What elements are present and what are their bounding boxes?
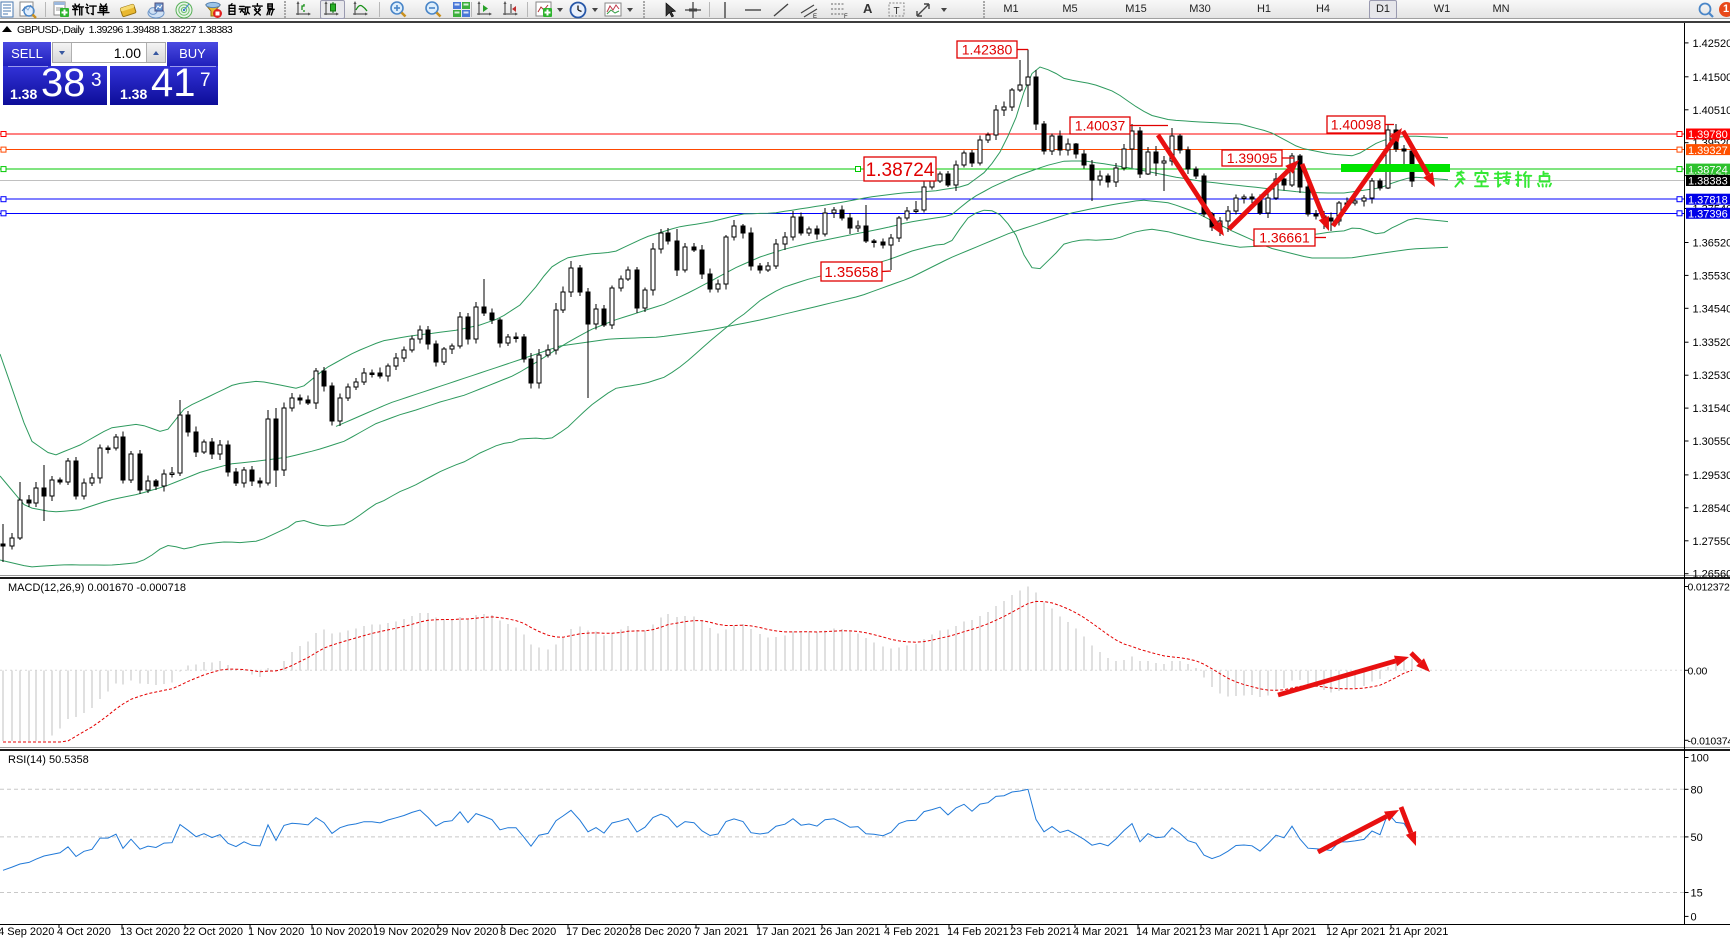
svg-text:1.35658: 1.35658 [824,264,878,281]
svg-text:T: T [894,6,900,17]
svg-text:1.39327: 1.39327 [1688,145,1728,157]
svg-text:1.38724: 1.38724 [866,160,935,181]
svg-text:GBPUSD-,Daily 1.39296 1.39488: GBPUSD-,Daily 1.39296 1.39488 1.38227 1.… [17,24,233,36]
svg-text:1.39095: 1.39095 [1227,150,1278,166]
svg-text:23 Feb 2021: 23 Feb 2021 [1010,926,1072,938]
svg-text:8 Dec 2020: 8 Dec 2020 [500,926,556,938]
svg-text:28 Dec 2020: 28 Dec 2020 [629,926,691,938]
svg-text:1 Nov 2020: 1 Nov 2020 [248,926,304,938]
svg-text:1.33520: 1.33520 [1693,337,1730,349]
svg-text:13 Oct 2020: 13 Oct 2020 [120,926,180,938]
svg-text:17 Jan 2021: 17 Jan 2021 [756,926,817,938]
svg-text:1.37396: 1.37396 [1688,209,1728,221]
svg-text:1.29530: 1.29530 [1693,470,1730,482]
svg-text:0: 0 [1691,911,1697,923]
svg-text:80: 80 [1691,784,1703,796]
svg-text:1.35530: 1.35530 [1693,270,1730,282]
svg-text:-0.010374: -0.010374 [1688,735,1730,747]
svg-text:1.38383: 1.38383 [1688,176,1728,188]
svg-text:100: 100 [1691,753,1709,765]
svg-text:1.26560: 1.26560 [1693,569,1730,581]
svg-text:1.42380: 1.42380 [962,42,1013,58]
svg-text:1.34540: 1.34540 [1693,303,1730,315]
svg-text:1.40037: 1.40037 [1075,118,1126,134]
svg-text:4 Oct 2020: 4 Oct 2020 [57,926,111,938]
svg-text:17 Dec 2020: 17 Dec 2020 [566,926,628,938]
svg-text:24 Sep 2020: 24 Sep 2020 [0,926,54,938]
svg-text:1.36520: 1.36520 [1693,238,1730,250]
svg-text:1.38724: 1.38724 [1688,164,1728,176]
svg-text:0.012372: 0.012372 [1688,582,1730,594]
svg-text:1 Apr 2021: 1 Apr 2021 [1263,926,1316,938]
svg-text:23 Mar 2021: 23 Mar 2021 [1199,926,1261,938]
svg-text:10 Nov 2020: 10 Nov 2020 [310,926,372,938]
svg-text:E: E [813,14,817,19]
svg-text:19 Nov 2020: 19 Nov 2020 [373,926,435,938]
svg-text:29 Nov 2020: 29 Nov 2020 [436,926,498,938]
svg-text:1.30550: 1.30550 [1693,436,1730,448]
svg-text:RSI(14) 50.5358: RSI(14) 50.5358 [8,754,89,766]
svg-text:15: 15 [1691,888,1703,900]
svg-text:MACD(12,26,9) 0.001670 -0.0007: MACD(12,26,9) 0.001670 -0.000718 [8,582,186,594]
svg-text:1.36661: 1.36661 [1259,230,1310,246]
svg-text:1.37818: 1.37818 [1688,194,1728,206]
svg-text:F: F [844,14,848,19]
svg-text:1.40510: 1.40510 [1693,105,1730,117]
svg-text:1.42520: 1.42520 [1693,38,1730,50]
svg-text:12 Apr 2021: 12 Apr 2021 [1326,926,1385,938]
svg-text:1.28540: 1.28540 [1693,503,1730,515]
svg-text:4 Mar 2021: 4 Mar 2021 [1073,926,1129,938]
svg-text:1.41500: 1.41500 [1693,72,1730,84]
svg-text:14 Mar 2021: 14 Mar 2021 [1136,926,1198,938]
svg-text:4 Feb 2021: 4 Feb 2021 [884,926,940,938]
svg-text:22 Oct 2020: 22 Oct 2020 [183,926,243,938]
svg-text:1.39780: 1.39780 [1688,129,1728,141]
svg-text:7 Jan 2021: 7 Jan 2021 [694,926,748,938]
svg-text:1.40098: 1.40098 [1331,117,1382,133]
svg-text:21 Apr 2021: 21 Apr 2021 [1389,926,1448,938]
svg-text:1.32530: 1.32530 [1693,370,1730,382]
svg-text:1.31540: 1.31540 [1693,403,1730,415]
svg-text:26 Jan 2021: 26 Jan 2021 [820,926,881,938]
svg-text:14 Feb 2021: 14 Feb 2021 [947,926,1009,938]
svg-text:50: 50 [1691,832,1703,844]
svg-text:0.00: 0.00 [1688,665,1708,677]
svg-text:1.27550: 1.27550 [1693,536,1730,548]
